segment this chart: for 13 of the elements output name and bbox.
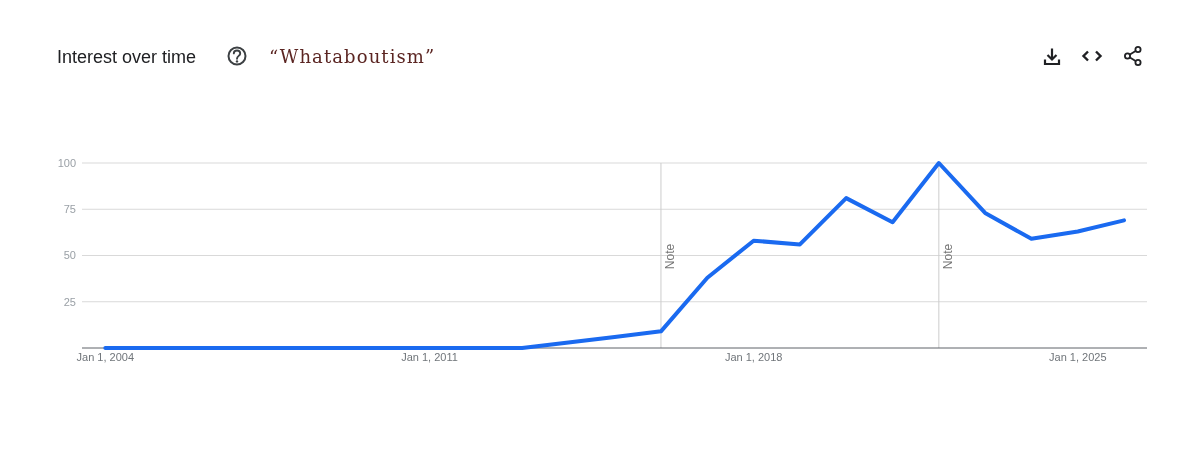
x-tick-label: Jan 1, 2025 [1049,351,1107,363]
x-tick-label: Jan 1, 2018 [724,351,783,363]
y-tick-label: 50 [63,249,76,262]
x-tick-label: Jan 1, 2004 [76,351,135,363]
ref-line-label: Note [662,243,677,270]
y-tick-label: 25 [63,295,76,308]
y-tick-label: 100 [57,156,76,169]
y-tick-label: 75 [63,203,76,216]
x-tick-label: Jan 1, 2011 [401,351,458,363]
chart-subtitle: “Whataboutism” [269,46,436,67]
chart-title: Interest over time [57,47,197,67]
line-series [103,161,1127,350]
ref-line-label: Note [940,243,955,270]
